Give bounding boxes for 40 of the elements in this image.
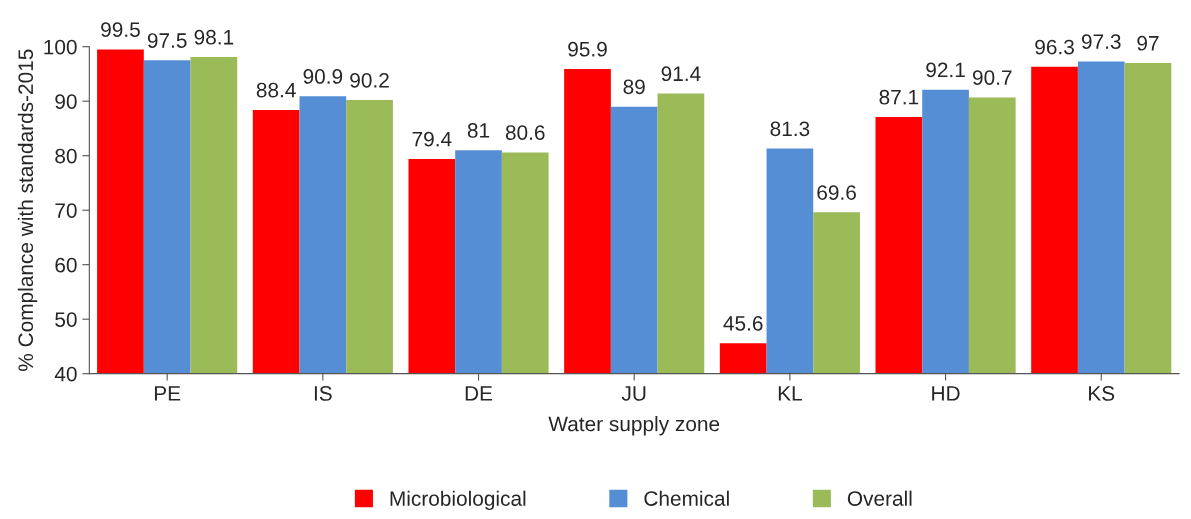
data-label: 87.1 xyxy=(879,89,919,105)
data-label: 90.7 xyxy=(972,70,1012,85)
x-tick-label: HD xyxy=(932,386,960,401)
y-tick-label: 70 xyxy=(55,203,77,218)
y-tick-label: 40 xyxy=(54,366,77,382)
data-label: 97.3 xyxy=(1081,34,1121,49)
x-tick-label: IS xyxy=(314,386,332,401)
data-label: 97 xyxy=(1137,35,1159,51)
data-label: 95.9 xyxy=(568,41,607,57)
y-axis-title: % Complance with standards-2015 xyxy=(17,49,38,371)
data-label: 91.4 xyxy=(661,66,701,82)
y-tick-label: 90 xyxy=(55,94,77,109)
data-label: 99.5 xyxy=(101,22,140,37)
x-axis-title: Water supply zone xyxy=(548,416,720,436)
y-tick-label: 50 xyxy=(55,312,77,327)
legend-label: Microbiological xyxy=(390,490,526,511)
y-tick-label: 60 xyxy=(55,257,77,273)
data-label: 90.9 xyxy=(303,69,343,84)
legend-label: Chemical xyxy=(644,490,729,506)
data-label: 81.3 xyxy=(770,121,810,137)
legend-label: Overall xyxy=(847,490,912,506)
data-label: 69.6 xyxy=(817,185,856,200)
data-label: 96.3 xyxy=(1035,39,1074,55)
data-label: 80.6 xyxy=(505,125,545,140)
y-tick-label: 100 xyxy=(44,39,77,55)
data-label: 89 xyxy=(623,79,645,95)
x-tick-label: DE xyxy=(465,386,493,401)
data-label: 90.2 xyxy=(350,72,389,88)
data-label: 97.5 xyxy=(147,33,187,48)
data-label: 81 xyxy=(467,123,490,138)
x-tick-label: JU xyxy=(621,386,646,401)
y-tick-label: 80 xyxy=(55,148,77,164)
data-label: 79.4 xyxy=(412,131,452,147)
x-tick-label: PE xyxy=(154,386,181,401)
data-label: 98.1 xyxy=(194,29,234,45)
data-label: 45.6 xyxy=(723,315,763,331)
data-label: 88.4 xyxy=(256,82,296,98)
data-label: 92.1 xyxy=(926,62,965,78)
x-tick-label: KL xyxy=(778,386,802,401)
x-tick-label: KS xyxy=(1089,386,1115,401)
